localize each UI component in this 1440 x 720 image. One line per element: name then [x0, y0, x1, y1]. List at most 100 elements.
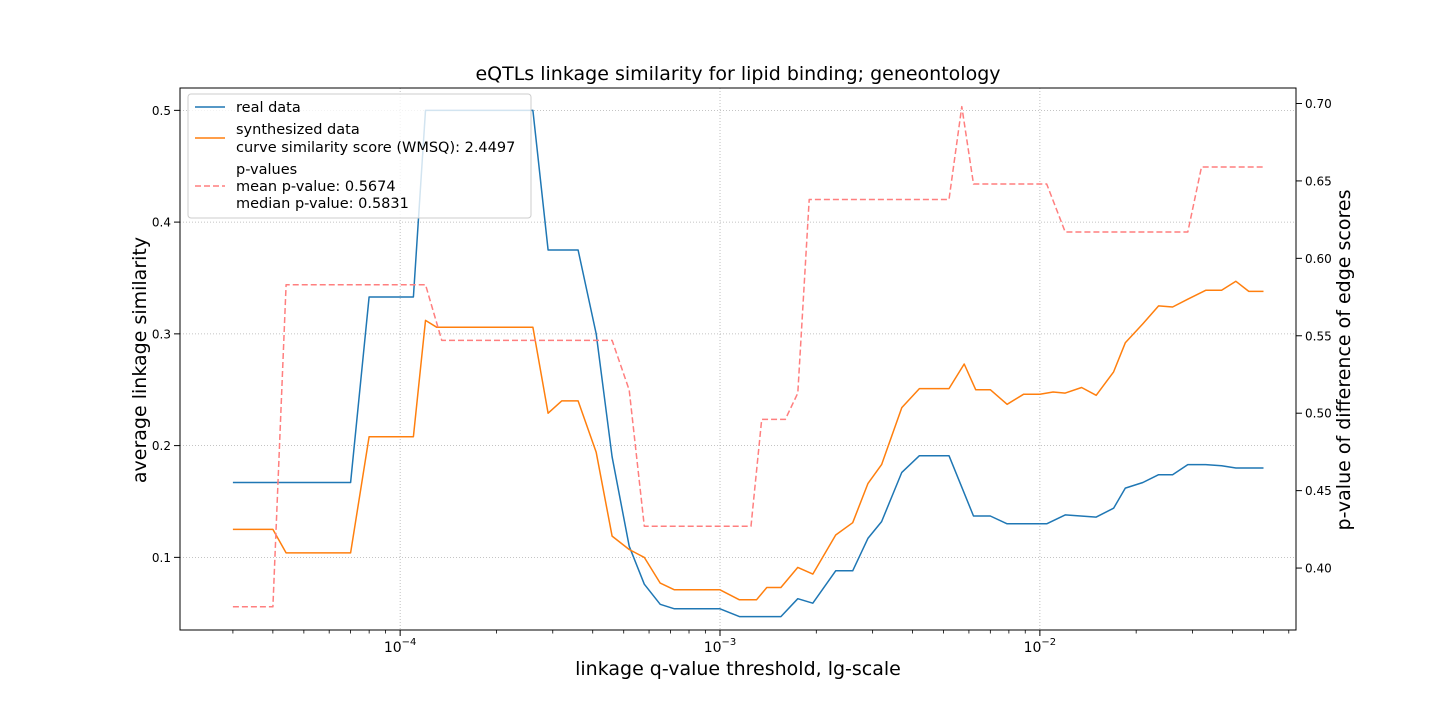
y-right-tick-label-6: 0.65: [1305, 174, 1332, 188]
data-point-real-data: [973, 515, 975, 517]
data-point-synthesized-data: [659, 582, 661, 584]
data-point-real-data: [812, 602, 814, 604]
x-axis-label: linkage q-value threshold, lg-scale: [575, 658, 901, 680]
data-point-real-data: [1158, 474, 1160, 476]
data-point-p-values: [272, 606, 274, 608]
legend-box: [187, 93, 532, 219]
data-point-real-data: [901, 471, 903, 473]
data-point-synthesized-data: [643, 556, 645, 558]
data-point-real-data: [350, 482, 352, 484]
chart-title: eQTLs linkage similarity for lipid bindi…: [475, 63, 1000, 85]
data-point-synthesized-data: [989, 389, 991, 391]
data-point-p-values: [232, 606, 234, 608]
data-point-p-values: [761, 418, 763, 420]
data-point-real-data: [1187, 464, 1189, 466]
data-point-synthesized-data: [881, 464, 883, 466]
data-point-synthesized-data: [595, 451, 597, 453]
data-point-real-data: [989, 515, 991, 517]
y-right-tick-label-2: 0.45: [1305, 484, 1332, 498]
data-point-synthesized-data: [1248, 290, 1250, 292]
data-point-p-values: [1187, 231, 1189, 233]
data-point-real-data: [852, 570, 854, 572]
data-point-real-data: [835, 570, 837, 572]
data-point-real-data: [1046, 523, 1048, 525]
y-right-tick-label-4: 0.55: [1305, 329, 1332, 343]
data-point-real-data: [948, 455, 950, 457]
data-point-p-values: [948, 199, 950, 201]
plot-frame: [179, 87, 1297, 631]
data-point-p-values: [808, 199, 810, 201]
data-point-synthesized-data: [812, 573, 814, 575]
data-point-real-data: [577, 249, 579, 251]
data-point-synthesized-data: [532, 326, 534, 328]
data-point-synthesized-data: [561, 400, 563, 402]
data-point-real-data: [780, 616, 782, 618]
data-point-real-data: [595, 333, 597, 335]
series-line-synthesized-data: [232, 280, 1264, 601]
data-point-p-values: [1064, 231, 1066, 233]
data-point-real-data: [1172, 474, 1174, 476]
x-tick-label-2: 10−3: [704, 637, 737, 656]
data-point-synthesized-data: [1023, 393, 1025, 395]
data-point-synthesized-data: [975, 389, 977, 391]
x-tick-label-3: 10−2: [1024, 637, 1057, 656]
data-point-real-data: [532, 109, 534, 111]
data-point-real-data: [1205, 464, 1207, 466]
data-point-synthesized-data: [1052, 391, 1054, 393]
data-point-real-data: [673, 608, 675, 610]
data-point-synthesized-data: [272, 528, 274, 530]
data-point-synthesized-data: [1095, 394, 1097, 396]
legend-entry-curve-similarity-score: curve similarity score (WMSQ): 2.4497: [236, 140, 515, 156]
data-point-synthesized-data: [1006, 403, 1008, 405]
data-point-real-data: [368, 296, 370, 298]
data-point-real-data: [738, 616, 740, 618]
data-point-real-data: [611, 456, 613, 458]
data-point-real-data: [1113, 507, 1115, 509]
y-left-tick-label-1: 0.1: [152, 551, 171, 565]
data-point-synthesized-data: [1235, 280, 1237, 282]
legend-entry-median-p-value: median p-value: 0.5831: [236, 196, 409, 212]
data-point-synthesized-data: [1263, 290, 1265, 292]
series-line-p-values: [232, 105, 1264, 608]
legend: real data synthesized data curve similar…: [187, 93, 532, 219]
y-right-tick-label-7: 0.70: [1305, 97, 1332, 111]
legend-entry-synthesized-data: synthesized data: [236, 122, 360, 138]
data-point-synthesized-data: [611, 535, 613, 537]
data-point-p-values: [750, 525, 752, 527]
data-point-synthesized-data: [780, 587, 782, 589]
data-point-real-data: [1221, 465, 1223, 467]
legend-entry-mean-p-value: mean p-value: 0.5674: [236, 179, 396, 195]
data-point-synthesized-data: [918, 388, 920, 390]
data-point-real-data: [232, 482, 234, 484]
data-point-real-data: [643, 583, 645, 585]
data-point-synthesized-data: [232, 528, 234, 530]
data-point-p-values: [628, 389, 630, 391]
data-point-synthesized-data: [1172, 306, 1174, 308]
data-point-real-data: [1064, 514, 1066, 516]
x-tick-label-1: 10−4: [384, 637, 417, 656]
y-left-tick-label-3: 0.3: [152, 327, 171, 341]
series-line-real-data: [232, 109, 1264, 618]
data-point-p-values: [1201, 166, 1203, 168]
data-point-synthesized-data: [867, 483, 869, 485]
data-point-synthesized-data: [1113, 371, 1115, 373]
ticks: 10−4 10−3 10−2 0.1 0.2 0.3 0.4 0.5 0.40 0.45 0.50 0…: [152, 97, 1332, 656]
data-point-synthesized-data: [1187, 298, 1189, 300]
data-point-p-values: [441, 339, 443, 341]
data-point-real-data: [867, 537, 869, 539]
data-point-p-values: [285, 284, 287, 286]
data-point-synthesized-data: [628, 549, 630, 551]
data-point-real-data: [719, 608, 721, 610]
data-point-real-data: [1142, 482, 1144, 484]
data-point-synthesized-data: [948, 388, 950, 390]
data-point-real-data: [1235, 467, 1237, 469]
data-point-synthesized-data: [1081, 387, 1083, 389]
series-layer: [232, 105, 1265, 618]
y-left-tick-label-5: 0.5: [152, 104, 171, 118]
y-right-tick-label-1: 0.40: [1305, 562, 1332, 576]
data-point-synthesized-data: [1039, 393, 1041, 395]
data-point-real-data: [918, 455, 920, 457]
data-point-synthesized-data: [1221, 289, 1223, 291]
data-point-real-data: [628, 545, 630, 547]
data-point-real-data: [797, 598, 799, 600]
